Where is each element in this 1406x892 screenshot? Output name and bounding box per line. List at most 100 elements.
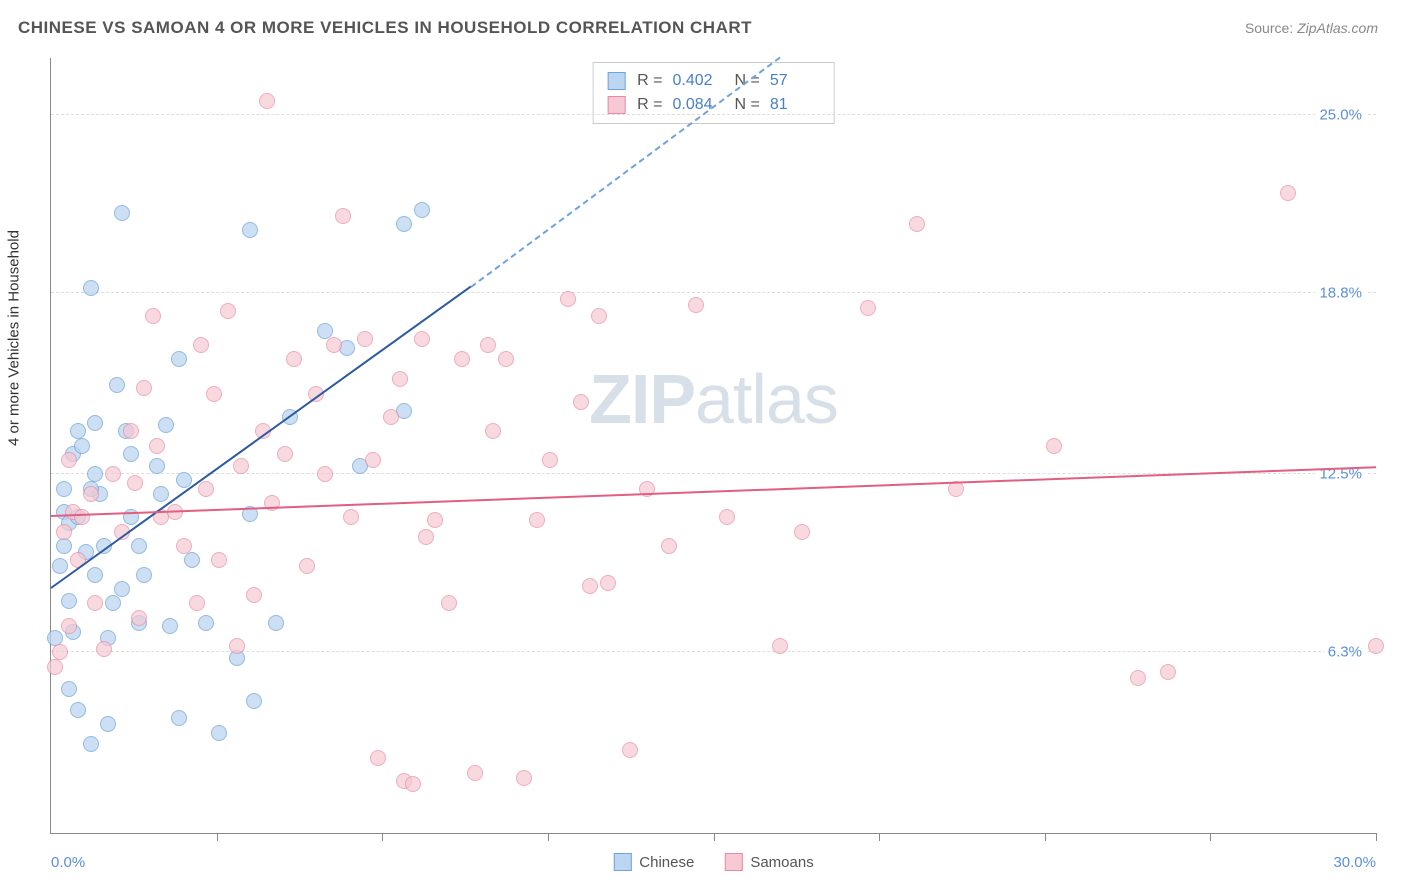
x-tick bbox=[382, 833, 383, 841]
n-label: N = bbox=[735, 93, 760, 117]
scatter-point bbox=[772, 638, 788, 654]
scatter-point bbox=[591, 308, 607, 324]
scatter-point bbox=[123, 446, 139, 462]
legend-item: Samoans bbox=[724, 853, 813, 871]
scatter-point bbox=[480, 337, 496, 353]
scatter-point bbox=[418, 529, 434, 545]
scatter-point bbox=[193, 337, 209, 353]
legend-swatch bbox=[613, 853, 631, 871]
scatter-point bbox=[246, 693, 262, 709]
x-tick bbox=[1045, 833, 1046, 841]
scatter-point bbox=[100, 716, 116, 732]
r-label: R = bbox=[637, 93, 662, 117]
scatter-point bbox=[560, 291, 576, 307]
scatter-point bbox=[96, 641, 112, 657]
scatter-point bbox=[74, 438, 90, 454]
scatter-point bbox=[149, 458, 165, 474]
scatter-point bbox=[87, 567, 103, 583]
scatter-point bbox=[56, 481, 72, 497]
scatter-point bbox=[70, 702, 86, 718]
scatter-chart: ZIPatlas R =0.402N =57R =0.084N =81 0.0%… bbox=[50, 58, 1376, 834]
scatter-point bbox=[211, 725, 227, 741]
scatter-point bbox=[286, 351, 302, 367]
scatter-point bbox=[198, 481, 214, 497]
scatter-point bbox=[396, 216, 412, 232]
y-tick-label: 6.3% bbox=[1324, 644, 1366, 661]
watermark-bold: ZIP bbox=[589, 360, 695, 438]
chart-header: CHINESE VS SAMOAN 4 OR MORE VEHICLES IN … bbox=[0, 0, 1406, 46]
trend-line bbox=[50, 286, 471, 589]
watermark: ZIPatlas bbox=[589, 359, 838, 439]
scatter-point bbox=[83, 486, 99, 502]
scatter-point bbox=[317, 323, 333, 339]
n-value: 57 bbox=[770, 69, 820, 93]
scatter-point bbox=[365, 452, 381, 468]
scatter-point bbox=[268, 615, 284, 631]
legend-label: Samoans bbox=[750, 854, 813, 871]
x-tick bbox=[1376, 833, 1377, 841]
scatter-point bbox=[123, 423, 139, 439]
scatter-point bbox=[61, 618, 77, 634]
scatter-point bbox=[47, 659, 63, 675]
scatter-point bbox=[414, 331, 430, 347]
scatter-point bbox=[688, 297, 704, 313]
scatter-point bbox=[454, 351, 470, 367]
scatter-point bbox=[145, 308, 161, 324]
r-value: 0.402 bbox=[673, 69, 723, 93]
scatter-point bbox=[220, 303, 236, 319]
scatter-point bbox=[573, 394, 589, 410]
scatter-point bbox=[136, 567, 152, 583]
scatter-point bbox=[233, 458, 249, 474]
x-tick bbox=[217, 833, 218, 841]
source-value: ZipAtlas.com bbox=[1297, 20, 1378, 36]
scatter-point bbox=[206, 386, 222, 402]
series-swatch bbox=[607, 96, 625, 114]
legend-item: Chinese bbox=[613, 853, 694, 871]
gridline bbox=[51, 114, 1376, 115]
scatter-point bbox=[860, 300, 876, 316]
scatter-point bbox=[405, 776, 421, 792]
scatter-point bbox=[1280, 185, 1296, 201]
scatter-point bbox=[61, 593, 77, 609]
scatter-point bbox=[485, 423, 501, 439]
scatter-point bbox=[56, 524, 72, 540]
scatter-point bbox=[317, 466, 333, 482]
scatter-point bbox=[299, 558, 315, 574]
scatter-point bbox=[61, 452, 77, 468]
scatter-point bbox=[198, 615, 214, 631]
scatter-point bbox=[52, 644, 68, 660]
scatter-point bbox=[56, 538, 72, 554]
scatter-point bbox=[105, 595, 121, 611]
scatter-point bbox=[909, 216, 925, 232]
y-tick-label: 25.0% bbox=[1315, 107, 1366, 124]
scatter-point bbox=[661, 538, 677, 554]
scatter-point bbox=[1160, 664, 1176, 680]
legend-swatch bbox=[724, 853, 742, 871]
scatter-point bbox=[242, 222, 258, 238]
scatter-point bbox=[542, 452, 558, 468]
scatter-point bbox=[171, 351, 187, 367]
scatter-point bbox=[467, 765, 483, 781]
scatter-point bbox=[83, 280, 99, 296]
scatter-point bbox=[392, 371, 408, 387]
scatter-point bbox=[61, 681, 77, 697]
scatter-point bbox=[516, 770, 532, 786]
scatter-point bbox=[600, 575, 616, 591]
y-tick-label: 18.8% bbox=[1315, 285, 1366, 302]
legend-label: Chinese bbox=[639, 854, 694, 871]
scatter-point bbox=[87, 415, 103, 431]
watermark-rest: atlas bbox=[695, 360, 838, 438]
scatter-point bbox=[52, 558, 68, 574]
scatter-point bbox=[277, 446, 293, 462]
scatter-point bbox=[105, 466, 121, 482]
scatter-point bbox=[109, 377, 125, 393]
scatter-point bbox=[149, 438, 165, 454]
scatter-point bbox=[189, 595, 205, 611]
scatter-point bbox=[529, 512, 545, 528]
scatter-point bbox=[414, 202, 430, 218]
scatter-point bbox=[229, 638, 245, 654]
gridline bbox=[51, 651, 1376, 652]
chart-legend: Chinese Samoans bbox=[613, 853, 813, 871]
scatter-point bbox=[74, 509, 90, 525]
scatter-point bbox=[622, 742, 638, 758]
